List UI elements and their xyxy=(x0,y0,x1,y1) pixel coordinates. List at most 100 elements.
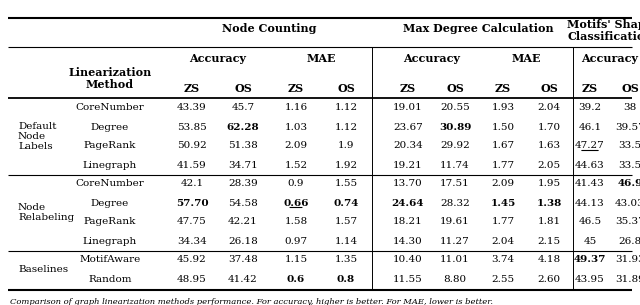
Text: 39.57: 39.57 xyxy=(615,123,640,131)
Text: 18.21: 18.21 xyxy=(393,217,423,227)
Text: 13.70: 13.70 xyxy=(393,180,423,188)
Text: ZS: ZS xyxy=(400,82,416,94)
Text: 0.8: 0.8 xyxy=(337,274,355,284)
Text: 37.48: 37.48 xyxy=(228,256,258,264)
Text: OS: OS xyxy=(337,82,355,94)
Text: ZS: ZS xyxy=(582,82,598,94)
Text: 1.52: 1.52 xyxy=(284,160,308,170)
Text: 1.67: 1.67 xyxy=(492,142,515,150)
Text: 3.74: 3.74 xyxy=(492,256,515,264)
Text: 0.6: 0.6 xyxy=(287,274,305,284)
Text: ZS: ZS xyxy=(184,82,200,94)
Text: Linearization: Linearization xyxy=(68,66,152,77)
Text: 2.55: 2.55 xyxy=(492,274,515,284)
Text: 1.12: 1.12 xyxy=(335,103,358,113)
Text: OS: OS xyxy=(234,82,252,94)
Text: 41.43: 41.43 xyxy=(575,180,605,188)
Text: 1.92: 1.92 xyxy=(335,160,358,170)
Text: 43.39: 43.39 xyxy=(177,103,207,113)
Text: 28.32: 28.32 xyxy=(440,199,470,207)
Text: 31.89: 31.89 xyxy=(615,274,640,284)
Text: 17.51: 17.51 xyxy=(440,180,470,188)
Text: 4.18: 4.18 xyxy=(538,256,561,264)
Text: 46.1: 46.1 xyxy=(579,123,602,131)
Text: 1.12: 1.12 xyxy=(335,123,358,131)
Text: Degree: Degree xyxy=(91,199,129,207)
Text: 23.67: 23.67 xyxy=(393,123,423,131)
Text: Degree: Degree xyxy=(91,123,129,131)
Text: Motifs' Shape: Motifs' Shape xyxy=(567,19,640,30)
Text: 11.74: 11.74 xyxy=(440,160,470,170)
Text: 50.92: 50.92 xyxy=(177,142,207,150)
Text: 8.80: 8.80 xyxy=(444,274,467,284)
Text: 30.89: 30.89 xyxy=(439,123,471,131)
Text: 19.21: 19.21 xyxy=(393,160,423,170)
Text: 2.15: 2.15 xyxy=(538,236,561,246)
Text: Method: Method xyxy=(86,78,134,89)
Text: 26.8: 26.8 xyxy=(618,236,640,246)
Text: 43.95: 43.95 xyxy=(575,274,605,284)
Text: Baselines: Baselines xyxy=(18,265,68,274)
Text: PageRank: PageRank xyxy=(84,142,136,150)
Text: OS: OS xyxy=(446,82,464,94)
Text: 1.77: 1.77 xyxy=(492,217,515,227)
Text: 24.64: 24.64 xyxy=(392,199,424,207)
Text: OS: OS xyxy=(540,82,558,94)
Text: 34.34: 34.34 xyxy=(177,236,207,246)
Text: 1.50: 1.50 xyxy=(492,123,515,131)
Text: 46.5: 46.5 xyxy=(579,217,602,227)
Text: 0.9: 0.9 xyxy=(288,180,304,188)
Text: 31.93: 31.93 xyxy=(615,256,640,264)
Text: 33.5: 33.5 xyxy=(618,142,640,150)
Text: 20.55: 20.55 xyxy=(440,103,470,113)
Text: 42.21: 42.21 xyxy=(228,217,258,227)
Text: ZS: ZS xyxy=(495,82,511,94)
Text: MAE: MAE xyxy=(511,52,541,63)
Text: 1.15: 1.15 xyxy=(284,256,308,264)
Text: 1.77: 1.77 xyxy=(492,160,515,170)
Text: 42.1: 42.1 xyxy=(180,180,204,188)
Text: 1.93: 1.93 xyxy=(492,103,515,113)
Text: 1.38: 1.38 xyxy=(536,199,562,207)
Text: 45.92: 45.92 xyxy=(177,256,207,264)
Text: Node Counting: Node Counting xyxy=(221,23,316,34)
Text: 11.01: 11.01 xyxy=(440,256,470,264)
Text: 2.04: 2.04 xyxy=(538,103,561,113)
Text: Accuracy: Accuracy xyxy=(189,52,246,63)
Text: 51.38: 51.38 xyxy=(228,142,258,150)
Text: 0.97: 0.97 xyxy=(284,236,308,246)
Text: 34.71: 34.71 xyxy=(228,160,258,170)
Text: 10.40: 10.40 xyxy=(393,256,423,264)
Text: 2.09: 2.09 xyxy=(492,180,515,188)
Text: 45.7: 45.7 xyxy=(232,103,255,113)
Text: Max Degree Calculation: Max Degree Calculation xyxy=(403,23,554,34)
Text: MotifAware: MotifAware xyxy=(79,256,141,264)
Text: Random: Random xyxy=(88,274,132,284)
Text: 11.27: 11.27 xyxy=(440,236,470,246)
Text: ZS: ZS xyxy=(288,82,304,94)
Text: 35.37: 35.37 xyxy=(615,217,640,227)
Text: 1.70: 1.70 xyxy=(538,123,561,131)
Text: Accuracy: Accuracy xyxy=(582,52,639,63)
Text: Node
Relabeling: Node Relabeling xyxy=(18,203,74,222)
Text: MAE: MAE xyxy=(307,52,336,63)
Text: 39.2: 39.2 xyxy=(579,103,602,113)
Text: 1.9: 1.9 xyxy=(338,142,355,150)
Text: 1.57: 1.57 xyxy=(335,217,358,227)
Text: 47.27: 47.27 xyxy=(575,142,605,150)
Text: 19.01: 19.01 xyxy=(393,103,423,113)
Text: 41.59: 41.59 xyxy=(177,160,207,170)
Text: PageRank: PageRank xyxy=(84,217,136,227)
Text: 1.03: 1.03 xyxy=(284,123,308,131)
Text: 29.92: 29.92 xyxy=(440,142,470,150)
Text: 1.55: 1.55 xyxy=(335,180,358,188)
Text: 0.74: 0.74 xyxy=(333,199,358,207)
Text: 1.95: 1.95 xyxy=(538,180,561,188)
Text: 2.05: 2.05 xyxy=(538,160,561,170)
Text: OS: OS xyxy=(621,82,639,94)
Text: 1.58: 1.58 xyxy=(284,217,308,227)
Text: 20.34: 20.34 xyxy=(393,142,423,150)
Text: 46.9: 46.9 xyxy=(618,180,640,188)
Text: 2.04: 2.04 xyxy=(492,236,515,246)
Text: 0.66: 0.66 xyxy=(284,199,308,207)
